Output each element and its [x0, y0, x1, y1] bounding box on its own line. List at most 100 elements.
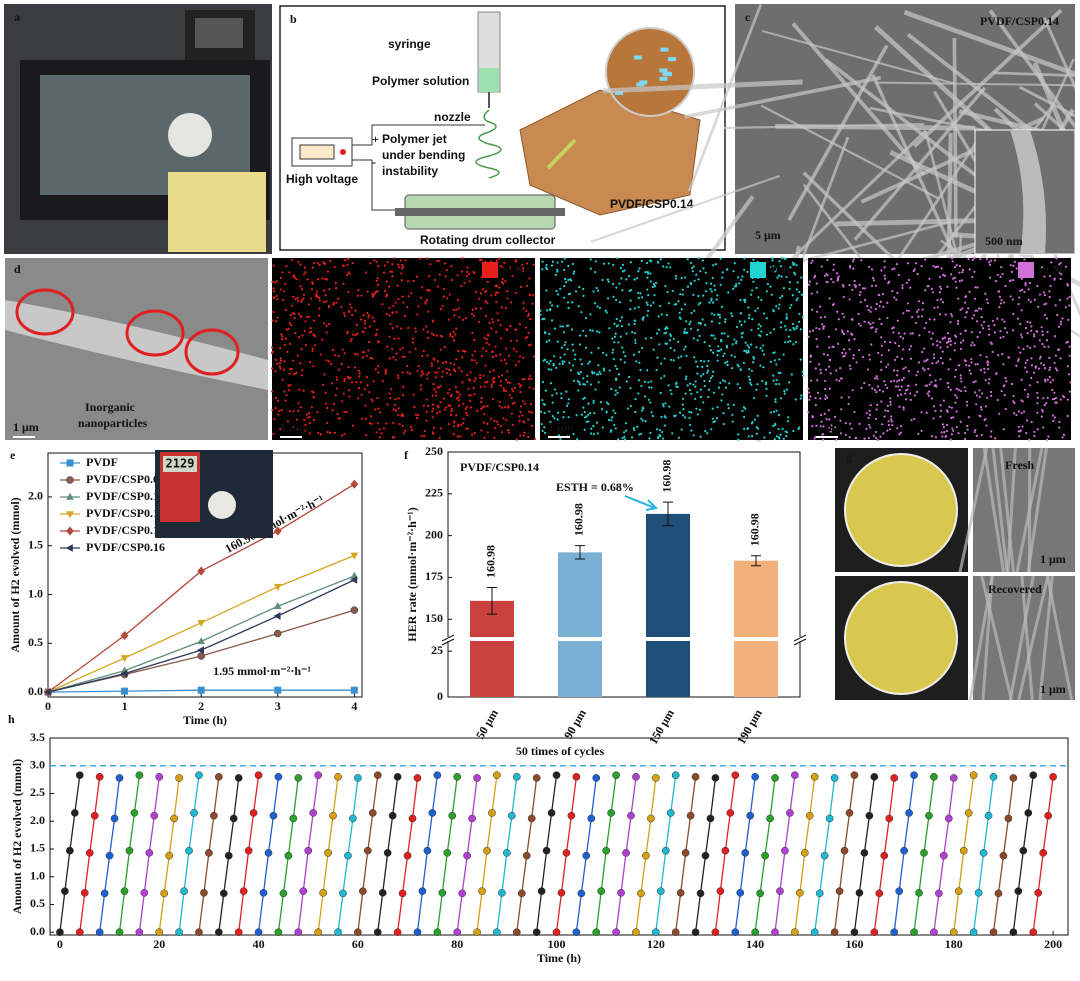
eds-dot [848, 283, 851, 287]
eds-dot [1019, 351, 1022, 354]
marker [542, 846, 551, 855]
eds-dot [496, 420, 499, 423]
eds-dot [649, 401, 652, 404]
eds-dot [455, 358, 458, 361]
eds-dot [881, 423, 884, 426]
eds-dot [782, 353, 785, 356]
eds-dot [633, 307, 637, 310]
eds-dot [612, 358, 615, 361]
eds-dot [647, 381, 650, 384]
eds-dot [901, 357, 904, 360]
eds-dot [882, 432, 885, 435]
x-tick-label: 120 [647, 937, 665, 951]
eds-dot [436, 360, 439, 363]
eds-dot [710, 297, 713, 300]
eds-dot [273, 296, 276, 299]
eds-dot [279, 288, 282, 291]
eds-dot [469, 406, 473, 409]
eds-dot [572, 349, 575, 352]
eds-dot [623, 431, 626, 434]
eds-dot [453, 421, 456, 424]
eds-dot [1025, 370, 1028, 373]
x-tick-label: 140 [746, 937, 764, 951]
eds-dot [615, 325, 618, 328]
marker [284, 851, 293, 860]
eds-dot [578, 285, 581, 289]
eds-dot [795, 264, 798, 267]
bar-annotation: 160.98 [572, 503, 586, 536]
eds-dot [750, 293, 753, 296]
eds-dot [326, 430, 329, 434]
eds-dot [827, 335, 830, 338]
eds-dot [943, 336, 947, 339]
eds-dot [669, 334, 673, 337]
scale-bar-label: 1 μm [1040, 552, 1066, 566]
eds-dot [425, 410, 428, 413]
eds-dot [909, 286, 912, 289]
eds-dot [828, 346, 831, 349]
eds-dot [924, 289, 927, 292]
eds-dot [523, 378, 526, 381]
eds-dot [304, 320, 307, 323]
marker [473, 774, 481, 782]
eds-dot [450, 409, 453, 413]
eds-dot [548, 332, 551, 336]
inset-fiber [1010, 130, 1046, 254]
eds-dot [931, 362, 934, 365]
eds-dot [470, 433, 474, 436]
eds-dot [772, 310, 775, 313]
eds-dot [531, 302, 534, 305]
eds-dot [484, 290, 487, 293]
eds-dot [825, 280, 828, 283]
eds-dot [944, 313, 947, 316]
eds-dot [1054, 304, 1057, 307]
eds-dot [541, 399, 544, 402]
eds-dot [1043, 294, 1046, 297]
eds-dot [552, 362, 555, 366]
marker [254, 771, 263, 780]
diagram-label: PVDF/CSP0.14 [610, 197, 694, 211]
eds-dot [964, 316, 967, 319]
eds-dot [701, 365, 704, 368]
eds-dot [757, 427, 760, 430]
eds-dot [875, 391, 878, 394]
eds-dot [403, 355, 406, 359]
eds-dot [924, 384, 927, 387]
eds-dot [861, 287, 865, 290]
eds-dot [466, 414, 469, 417]
eds-dot [822, 327, 825, 330]
marker [200, 888, 208, 897]
eds-dot [457, 396, 460, 399]
eds-dot [989, 435, 993, 438]
eds-dot [629, 404, 632, 408]
eds-dot [1048, 274, 1052, 278]
eds-dot [280, 333, 283, 336]
eds-dot [951, 260, 954, 263]
eds-dot [563, 257, 567, 260]
eds-dot [791, 322, 795, 326]
eds-dot [640, 259, 644, 262]
eds-dot [701, 318, 704, 321]
eds-dot [841, 331, 844, 334]
eds-dot [710, 428, 713, 431]
eds-dot [480, 354, 484, 358]
eds-dot [541, 268, 544, 271]
eds-dot [884, 383, 887, 387]
eds-dot [996, 273, 999, 276]
eds-dot [1052, 419, 1055, 423]
eds-dot [777, 274, 781, 277]
eds-dot [973, 430, 976, 434]
eds-dot [598, 370, 601, 373]
marker [205, 849, 213, 857]
eds-dot [592, 425, 595, 428]
eds-dot [633, 428, 636, 432]
fiber [981, 575, 994, 701]
eds-dot [597, 347, 600, 350]
eds-dot [497, 423, 500, 426]
eds-dot [830, 424, 833, 427]
eds-dot [887, 349, 890, 352]
eds-dot [794, 398, 797, 401]
marker [592, 774, 601, 782]
eds-dot [479, 373, 482, 377]
eds-dot [279, 357, 282, 360]
